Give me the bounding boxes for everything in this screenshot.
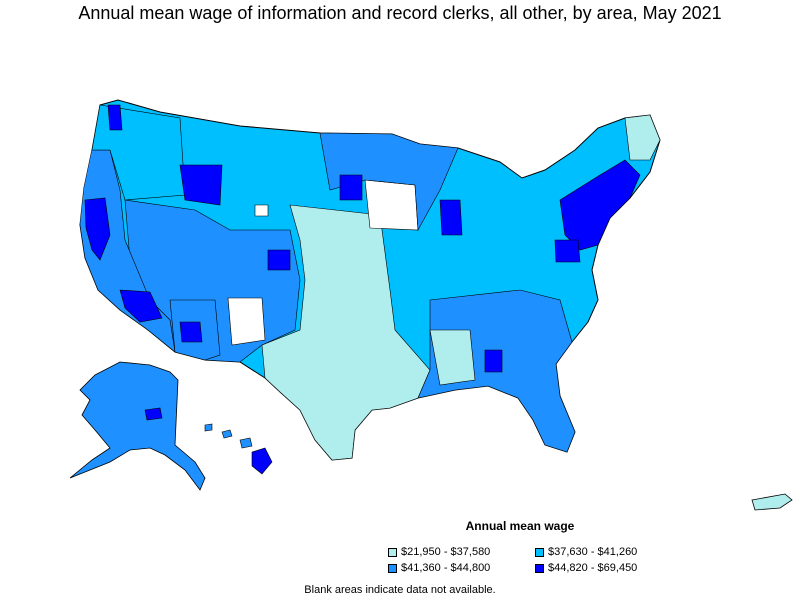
region-dc-high	[554, 239, 581, 263]
alaska-high-area	[144, 407, 163, 421]
legend-swatch-1	[388, 547, 397, 557]
region-idaho-high	[179, 164, 223, 206]
region-atlanta-high	[484, 349, 503, 373]
legend-swatch-4	[535, 563, 544, 573]
alaska-shape	[69, 361, 206, 491]
legend-label-4: $44,820 - $69,450	[548, 562, 638, 574]
legend-item-2: $37,630 - $41,260	[535, 546, 637, 558]
legend-item-3: $41,360 - $44,800	[388, 562, 490, 574]
puerto-rico-shape	[751, 493, 793, 511]
footnote: Blank areas indicate data not available.	[304, 584, 496, 596]
puerto-rico	[751, 493, 793, 511]
blank-new-mexico	[227, 297, 266, 346]
blank-midwest	[364, 179, 419, 231]
legend-swatch-3	[388, 563, 397, 573]
alaska	[69, 361, 206, 491]
region-phoenix-high	[179, 321, 203, 343]
region-seattle-high	[107, 104, 123, 131]
map-title: Annual mean wage of information and reco…	[78, 3, 722, 23]
legend-item-4: $44,820 - $69,450	[535, 562, 637, 574]
region-socal-high	[119, 289, 163, 323]
blank-wyoming-spot	[254, 204, 269, 217]
legend-label-3: $41,360 - $44,800	[401, 562, 491, 574]
region-deep-south-light	[429, 329, 476, 386]
legend-label-2: $37,630 - $41,260	[548, 546, 638, 558]
region-plains-texas	[261, 204, 431, 460]
region-california-high	[84, 197, 111, 261]
hawaii-kauai	[204, 423, 213, 432]
region-minneapolis-high	[339, 174, 363, 201]
hawaii-oahu	[221, 429, 233, 439]
region-denver-high	[267, 249, 291, 271]
legend-swatch-2	[535, 547, 544, 557]
hawaii-big-island	[251, 447, 273, 475]
legend-title: Annual mean wage	[465, 519, 575, 533]
legend-item-1: $21,950 - $37,580	[388, 546, 490, 558]
contiguous-us	[79, 99, 661, 461]
legend-label-1: $21,950 - $37,580	[401, 546, 491, 558]
region-chicago-high	[439, 199, 463, 236]
hawaii-maui	[239, 437, 253, 449]
hawaii	[204, 423, 273, 475]
